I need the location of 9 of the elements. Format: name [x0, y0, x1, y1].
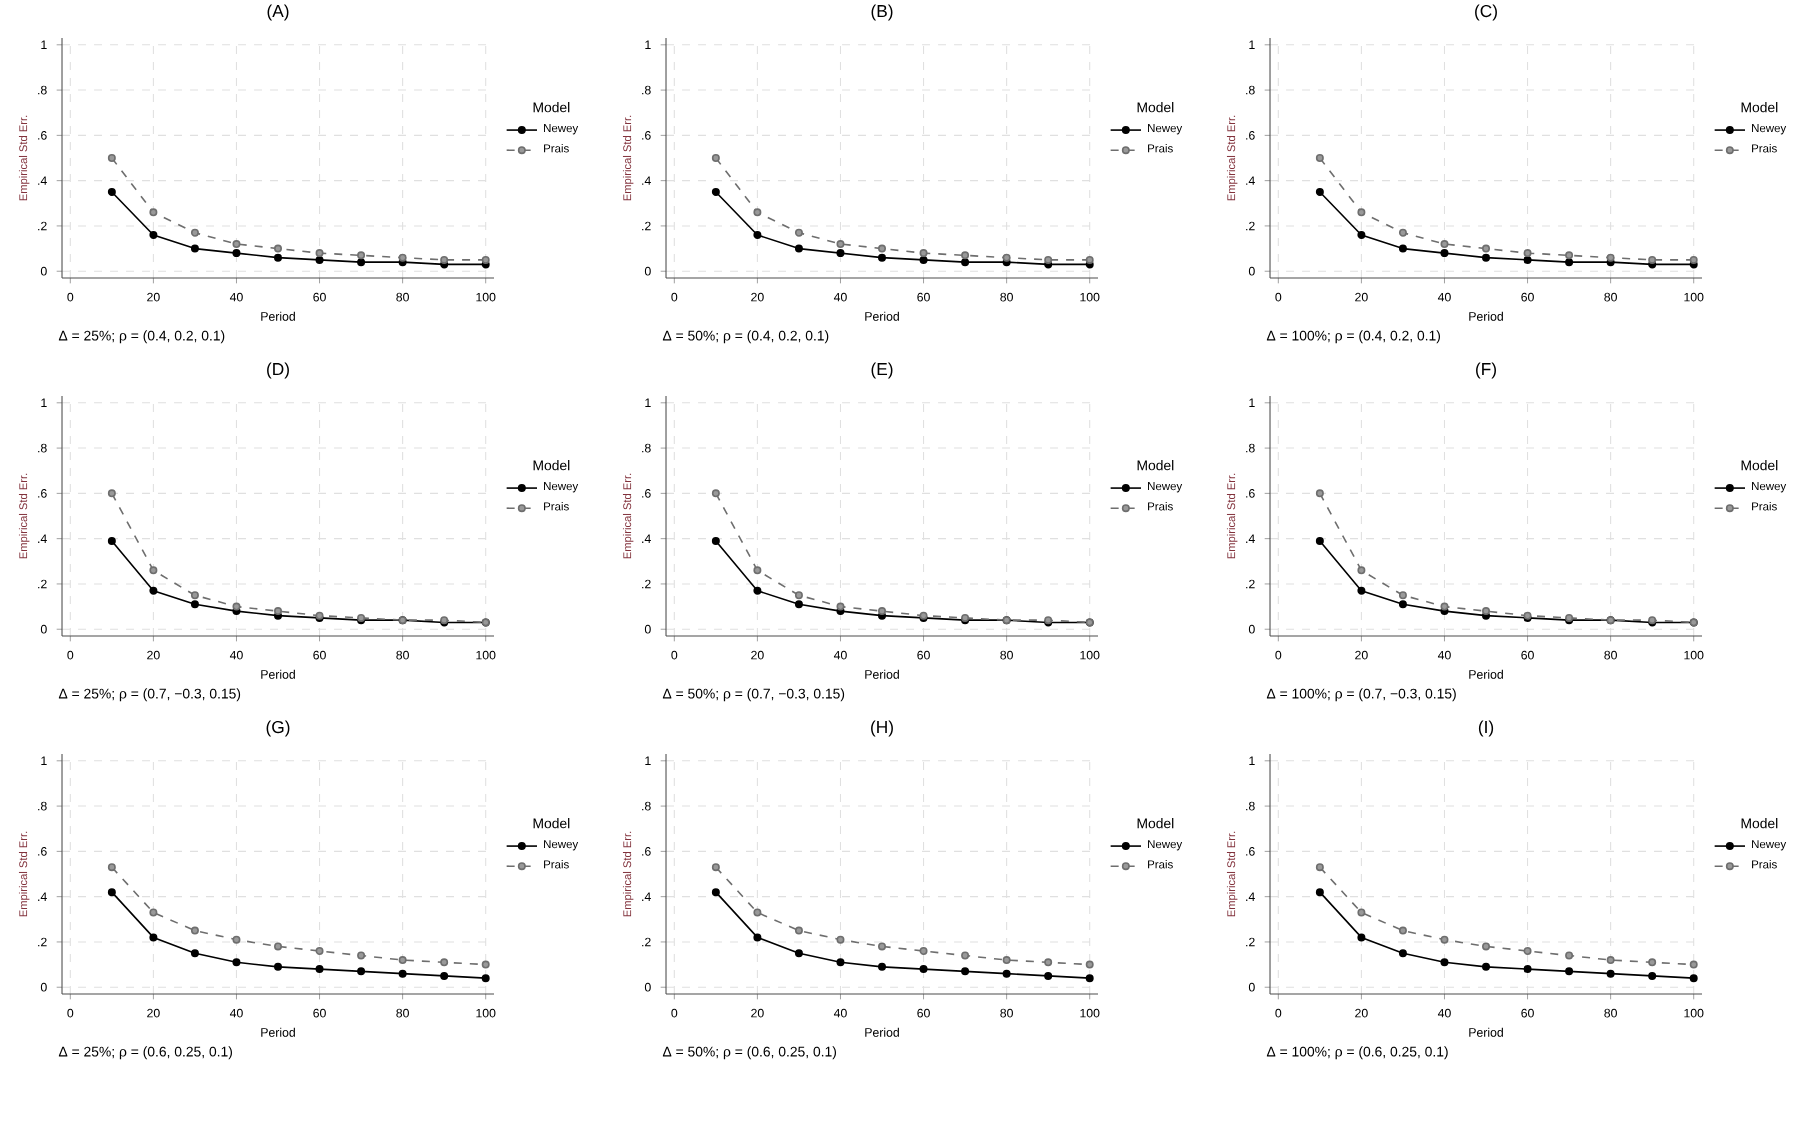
chart-title: (G) [266, 720, 290, 737]
chart-title: (B) [871, 4, 893, 21]
chart-title: (E) [871, 362, 893, 379]
chart-title: (A) [267, 4, 289, 21]
chart-title: (H) [871, 720, 893, 737]
chart-title: (D) [267, 362, 289, 379]
chart-title: (I) [1478, 720, 1494, 737]
chart-title: (F) [1476, 362, 1496, 379]
chart-title: (C) [1475, 4, 1497, 21]
